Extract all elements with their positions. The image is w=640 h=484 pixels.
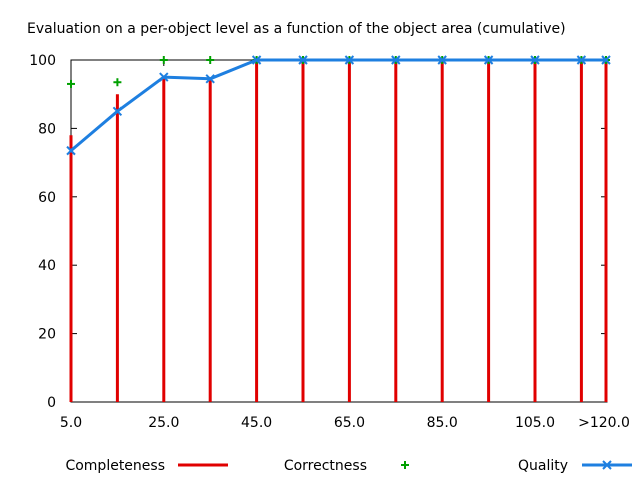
y-tick-label: 20 xyxy=(38,327,56,343)
axes xyxy=(70,59,608,403)
quality-point xyxy=(576,55,587,65)
quality-line xyxy=(70,58,606,152)
quality-series xyxy=(66,55,611,156)
quality-point xyxy=(66,145,76,156)
x-tick-label: 85.0 xyxy=(427,415,458,431)
legend-swatch-quality xyxy=(582,460,632,470)
x-tick-label: >120.0 xyxy=(578,415,630,431)
legend-swatch-correctness xyxy=(401,461,409,469)
quality-point xyxy=(530,55,540,65)
correctness-point xyxy=(113,78,122,87)
quality-point xyxy=(112,106,123,117)
quality-point xyxy=(251,55,262,65)
x-tick-label: 105.0 xyxy=(515,415,555,431)
plot-frame xyxy=(70,59,608,403)
quality-point xyxy=(601,55,611,65)
quality-point xyxy=(298,55,308,65)
quality-point xyxy=(344,55,355,65)
x-tick-label: 25.0 xyxy=(148,415,179,431)
y-tick-label: 40 xyxy=(38,258,56,274)
x-tick-label: 65.0 xyxy=(334,415,365,431)
quality-point xyxy=(391,55,401,65)
correctness-point xyxy=(159,56,168,64)
legend-label-completeness: Completeness xyxy=(65,458,165,474)
y-axis-ticks: 0 20 40 60 80 100 xyxy=(29,53,607,411)
completeness-series xyxy=(69,60,608,402)
legend-label-correctness: Correctness xyxy=(284,458,367,474)
chart-title: Evaluation on a per-object level as a fu… xyxy=(27,21,566,37)
correctness-point xyxy=(67,79,75,88)
legend: Completeness Correctness Quality xyxy=(65,458,632,474)
x-tick-label: 45.0 xyxy=(241,415,272,431)
quality-point xyxy=(437,55,447,65)
x-axis-ticks: 5.0 25.0 45.0 65.0 85.0 105.0 >120.0 xyxy=(60,60,630,431)
y-tick-label: 100 xyxy=(29,53,56,69)
quality-point xyxy=(205,74,215,84)
correctness-point xyxy=(206,56,215,64)
y-tick-label: 0 xyxy=(47,395,56,411)
quality-point xyxy=(159,72,169,82)
y-tick-label: 60 xyxy=(38,190,56,206)
x-tick-label: 5.0 xyxy=(60,415,82,431)
legend-label-quality: Quality xyxy=(518,458,568,474)
y-tick-label: 80 xyxy=(38,121,56,137)
quality-point xyxy=(483,55,494,65)
